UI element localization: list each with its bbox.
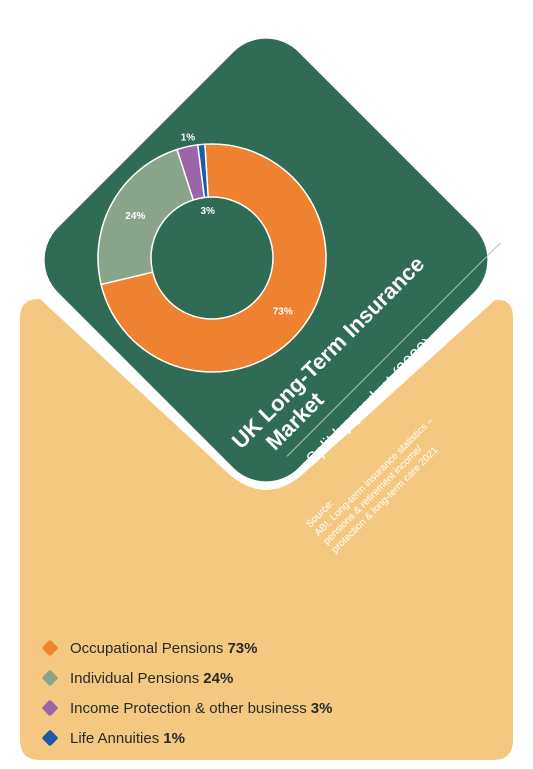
legend-item: Occupational Pensions 73% (41, 633, 504, 663)
legend-label: Income Protection & other business (70, 699, 307, 717)
legend-value: 1% (163, 729, 185, 747)
legend-value: 24% (203, 669, 234, 687)
legend-item: Life Annuities 1% (41, 723, 504, 753)
legend-value: 73% (227, 639, 258, 657)
legend-item: Individual Pensions 24% (41, 663, 504, 693)
label-individual-pensions: 24% (125, 211, 145, 222)
slice-occupational-pensions (100, 143, 327, 373)
legend: Occupational Pensions 73% Individual Pensi… (41, 633, 504, 753)
legend-label: Life Annuities (70, 729, 160, 747)
label-life-annuities: 1% (181, 132, 196, 143)
legend-label: Occupational Pensions (70, 639, 224, 657)
donut-chart (97, 143, 327, 373)
legend-diamond-icon (41, 729, 59, 747)
legend-diamond-icon (41, 639, 59, 657)
legend-diamond-icon (41, 699, 59, 717)
slice-life-annuities (196, 143, 209, 199)
background-panel (20, 298, 513, 760)
slice-individual-pensions (97, 148, 195, 286)
title-divider (286, 242, 501, 457)
legend-label: Individual Pensions (70, 669, 200, 687)
title-card (44, 38, 488, 482)
legend-diamond-icon (41, 669, 59, 687)
legend-item: Income Protection & other business 3% (41, 693, 504, 723)
legend-value: 3% (310, 699, 333, 717)
value-labels: 73% 24% 3% 1% (125, 132, 293, 317)
label-income-protection: 3% (200, 206, 215, 217)
label-occupational-pensions: 73% (273, 306, 293, 317)
